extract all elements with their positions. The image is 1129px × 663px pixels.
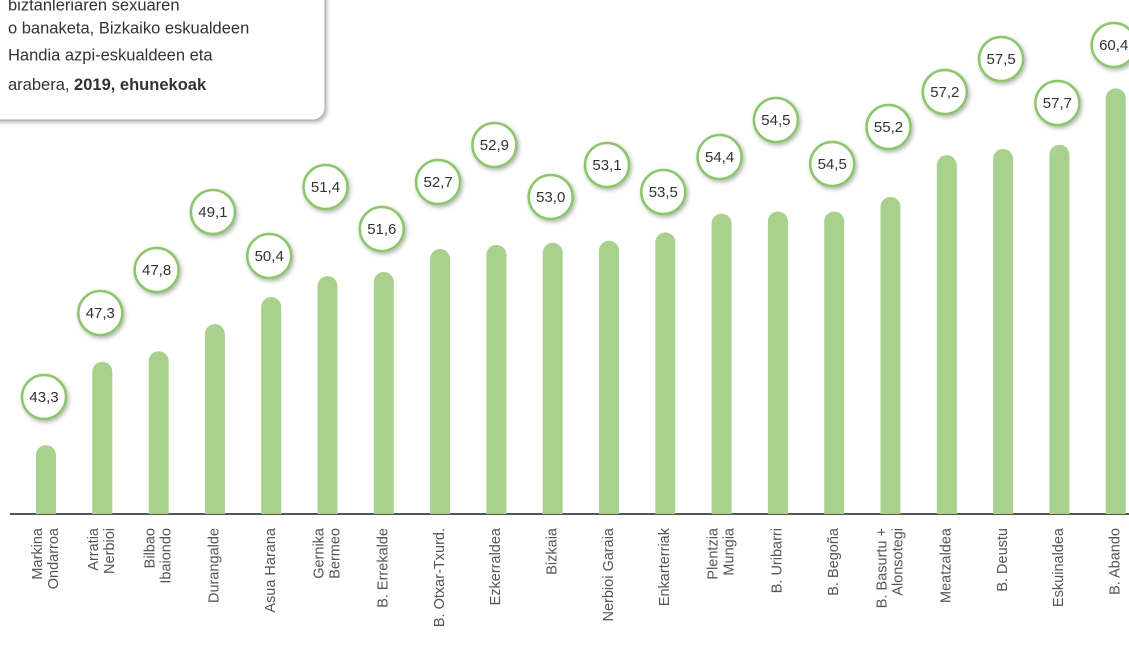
value-bubble	[1090, 21, 1129, 69]
value-bubble	[921, 68, 969, 116]
x-tick-label: Asua Harana	[263, 527, 279, 613]
value-label: 52,7	[423, 174, 452, 191]
bar	[148, 351, 169, 514]
x-tick-label: Plentzia	[705, 527, 721, 580]
bar	[486, 244, 507, 515]
value-bubble	[414, 158, 462, 206]
x-tick-label: Bilbao	[142, 528, 158, 568]
bar	[824, 211, 845, 514]
value-bubble	[77, 289, 124, 337]
value-bubble	[20, 373, 68, 421]
title-line: arabera, 2019, ehunekoak	[8, 76, 207, 94]
x-tick-label: Bizkaia	[545, 527, 561, 575]
value-label: 47,8	[142, 262, 171, 279]
bar	[767, 211, 788, 514]
value-label: 55,2	[874, 119, 903, 136]
x-tick-label: Arratia	[86, 527, 102, 571]
x-tick-label: Eskuinaldea	[1051, 527, 1067, 607]
x-tick-label: Gernika	[311, 527, 327, 579]
value-label: 54,5	[761, 112, 790, 129]
value-bubble	[865, 103, 912, 151]
title-box	[0, 0, 326, 121]
x-tick-label: B. Abando	[1108, 528, 1124, 595]
value-label: 53,1	[592, 157, 621, 174]
x-tick-label: Durangalde	[207, 528, 223, 603]
value-bubble	[245, 232, 293, 280]
value-bubble	[1034, 79, 1081, 127]
bar	[1049, 144, 1070, 515]
x-tick-label: Ondarroa	[46, 527, 62, 589]
x-tick-label: B. Otxar-Txurd.	[432, 528, 448, 627]
bar	[1105, 88, 1126, 514]
x-tick-label: Ibaiondo	[158, 528, 174, 584]
bar	[993, 148, 1014, 515]
value-label: 54,5	[818, 156, 847, 173]
value-label: 47,3	[86, 305, 115, 322]
bar	[711, 213, 732, 514]
bar	[655, 232, 676, 514]
title-line: biztanleriaren sexuaren	[8, 0, 180, 14]
value-bubble	[808, 140, 856, 188]
value-bubble	[302, 163, 349, 211]
value-label: 53,0	[536, 189, 565, 206]
value-label: 57,7	[1043, 95, 1072, 112]
bar	[36, 445, 56, 514]
title-line: Handia azpi-eskualdeen eta	[8, 46, 213, 64]
bar	[880, 196, 901, 514]
value-bubble	[358, 205, 406, 253]
value-label: 50,4	[255, 248, 284, 265]
value-bubble	[977, 35, 1025, 83]
value-label: 51,4	[311, 179, 340, 196]
bar	[936, 155, 957, 514]
value-label: 57,5	[986, 51, 1015, 68]
x-tick-label: Enkarterriak	[657, 527, 673, 606]
value-label: 53,5	[649, 184, 678, 201]
x-tick-label: B. Errekalde	[376, 528, 392, 608]
x-tick-label: Markina	[30, 527, 46, 580]
value-label: 57,2	[930, 84, 959, 101]
value-label: 43,3	[29, 389, 58, 406]
title-part: arabera,	[8, 76, 74, 94]
title-part: 2019, ehunekoak	[74, 76, 207, 94]
bar	[373, 271, 394, 514]
x-tick-label: Ezkerraldea	[488, 527, 504, 605]
x-tick-label: Alonsotegi	[890, 528, 906, 596]
value-label: 51,6	[367, 221, 396, 238]
title-line: o banaketa, Bizkaiko eskualdeen	[8, 19, 249, 37]
value-bubble	[696, 133, 743, 181]
bar	[261, 297, 282, 514]
x-tick-label: Nerbioi	[102, 528, 118, 574]
bar	[430, 249, 451, 514]
value-bubble	[752, 96, 800, 144]
value-label: 54,4	[705, 149, 734, 166]
value-bubble	[471, 121, 518, 169]
value-bubble	[527, 173, 574, 221]
value-label: 60,4	[1099, 37, 1128, 54]
value-bubble	[640, 168, 687, 216]
value-label: 52,9	[480, 137, 509, 154]
x-tick-label: B. Basurtu +	[874, 528, 890, 608]
x-tick-label: Nerbioi Garaia	[601, 527, 617, 621]
x-tick-label: B. Deustu	[995, 528, 1011, 592]
bar	[542, 242, 563, 514]
x-tick-label: Bermeo	[327, 528, 343, 579]
bar	[92, 361, 113, 514]
x-tick-label: Mungia	[721, 527, 737, 575]
value-bubble	[133, 246, 180, 294]
bar	[317, 276, 338, 514]
value-bubble	[583, 141, 631, 189]
x-tick-label: B. Uribarri	[770, 528, 786, 593]
bar	[599, 240, 619, 514]
value-label: 49,1	[198, 204, 227, 221]
x-tick-label: Meatzaldea	[939, 527, 955, 603]
x-tick-label: B. Begoña	[826, 527, 842, 596]
bar	[204, 324, 225, 514]
value-bubble	[189, 188, 237, 236]
